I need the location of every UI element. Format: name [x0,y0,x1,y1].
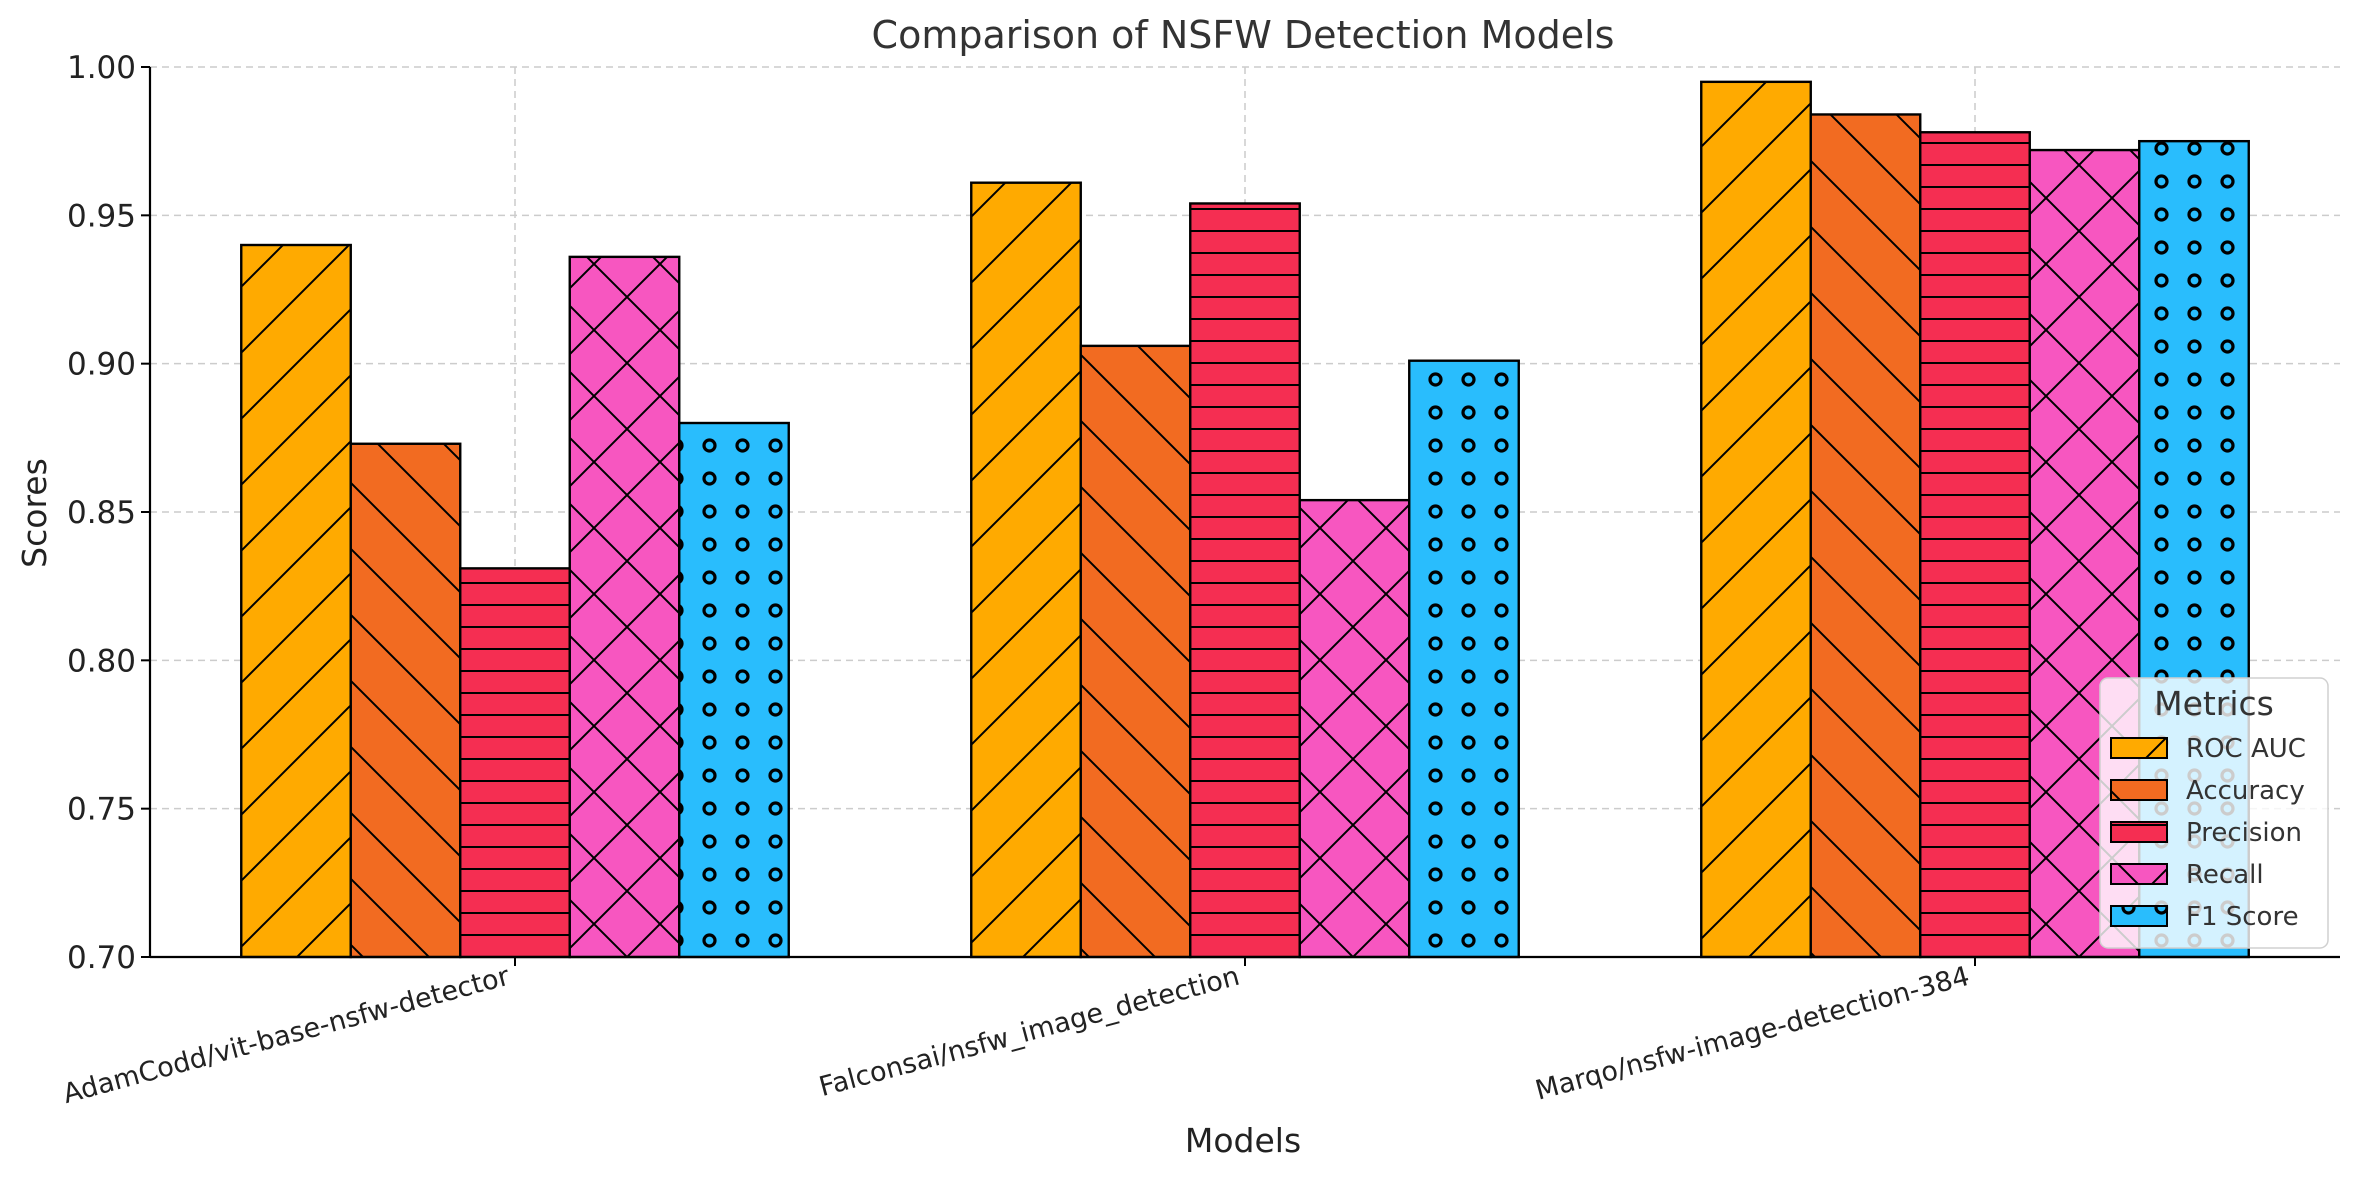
legend-label: Recall [2186,860,2264,890]
bar-recall-1 [1298,498,1411,959]
legend-swatch [2110,821,2168,843]
legend-swatch [2110,779,2168,801]
legend-swatch [2110,905,2168,927]
y-tick-label: 0.90 [67,347,136,383]
bar-roc-auc-2 [1700,80,1812,959]
legend-label: Accuracy [2186,776,2305,806]
y-axis-title: Scores [15,458,54,568]
y-tick-label: 0.75 [67,792,136,828]
bar-precision-1 [1189,202,1301,959]
y-tick-label: 0.70 [67,940,136,976]
legend-swatch [2110,737,2168,759]
y-tick-label: 0.80 [67,643,136,679]
bar-precision-0 [459,567,571,959]
bar-f1-score-0 [678,421,790,959]
legend-label: Precision [2186,818,2302,848]
legend-title: Metrics [2154,684,2274,723]
legend: Metrics ROC AUC Accuracy Precision Recall F1 … [2099,677,2329,949]
bar-accuracy-0 [349,442,462,959]
bar-accuracy-1 [1079,344,1192,959]
y-tick-label: 0.95 [67,198,136,234]
bar-accuracy-2 [1809,113,1922,959]
x-tick-label: Falconsai/nsfw_image_detection [816,961,1243,1103]
bar-f1-score-1 [1408,359,1520,959]
x-tick-label: AdamCodd/vit-base-nsfw-detector [60,961,514,1110]
bar-precision-2 [1919,131,2031,959]
legend-label: ROC AUC [2186,734,2306,764]
legend-label: F1 Score [2186,902,2299,932]
legend-swatch [2110,863,2168,885]
bar-recall-0 [568,255,681,959]
x-axis-title: Models [1185,1121,1301,1160]
bar-roc-auc-0 [240,243,352,959]
bar-roc-auc-1 [970,181,1082,959]
x-tick-label: Marqo/nsfw-image-detection-384 [1532,961,1973,1107]
y-tick-label: 0.85 [67,495,136,531]
bars [240,80,2250,959]
chart-title: Comparison of NSFW Detection Models [872,13,1615,57]
y-tick-label: 1.00 [67,50,136,86]
